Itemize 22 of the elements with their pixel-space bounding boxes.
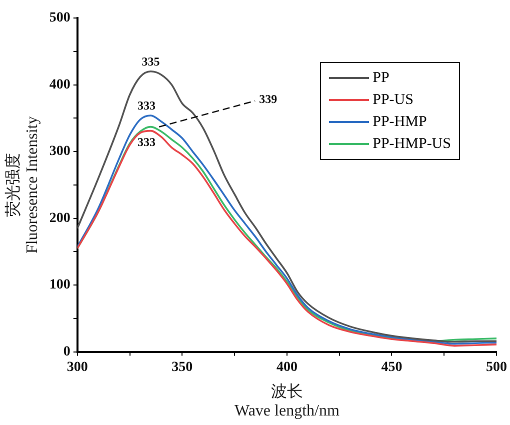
x-tick-label: 450 <box>381 360 402 375</box>
y-tick-label: 0 <box>63 344 70 360</box>
y-tick-label: 100 <box>49 278 70 293</box>
x-axis-title: 波长 Wave length/nm <box>234 382 340 420</box>
x-tick-label: 350 <box>172 360 193 375</box>
y-axis-title: 荧光强度 Fluoresence Intensity <box>4 116 42 254</box>
annotation: 335 <box>142 54 160 68</box>
y-tick-label: 300 <box>49 144 70 160</box>
x-tick-label: 300 <box>66 360 88 375</box>
annotation: 339 <box>259 92 278 106</box>
x-tick-label: 500 <box>486 360 507 375</box>
legend-label: PP <box>372 70 390 86</box>
y-tick-label: 400 <box>49 77 70 92</box>
y-tick-label: 500 <box>49 10 70 26</box>
x-tick-label: 400 <box>276 360 298 375</box>
legend-label: PP-HMP-US <box>372 136 451 152</box>
annotation: 333 <box>138 98 156 112</box>
annotation: 333 <box>138 134 156 149</box>
legend-label: PP-US <box>372 92 414 108</box>
line-series <box>77 70 496 343</box>
y-tick-label: 200 <box>49 210 70 226</box>
legend-label: PP-HMP <box>372 114 427 130</box>
